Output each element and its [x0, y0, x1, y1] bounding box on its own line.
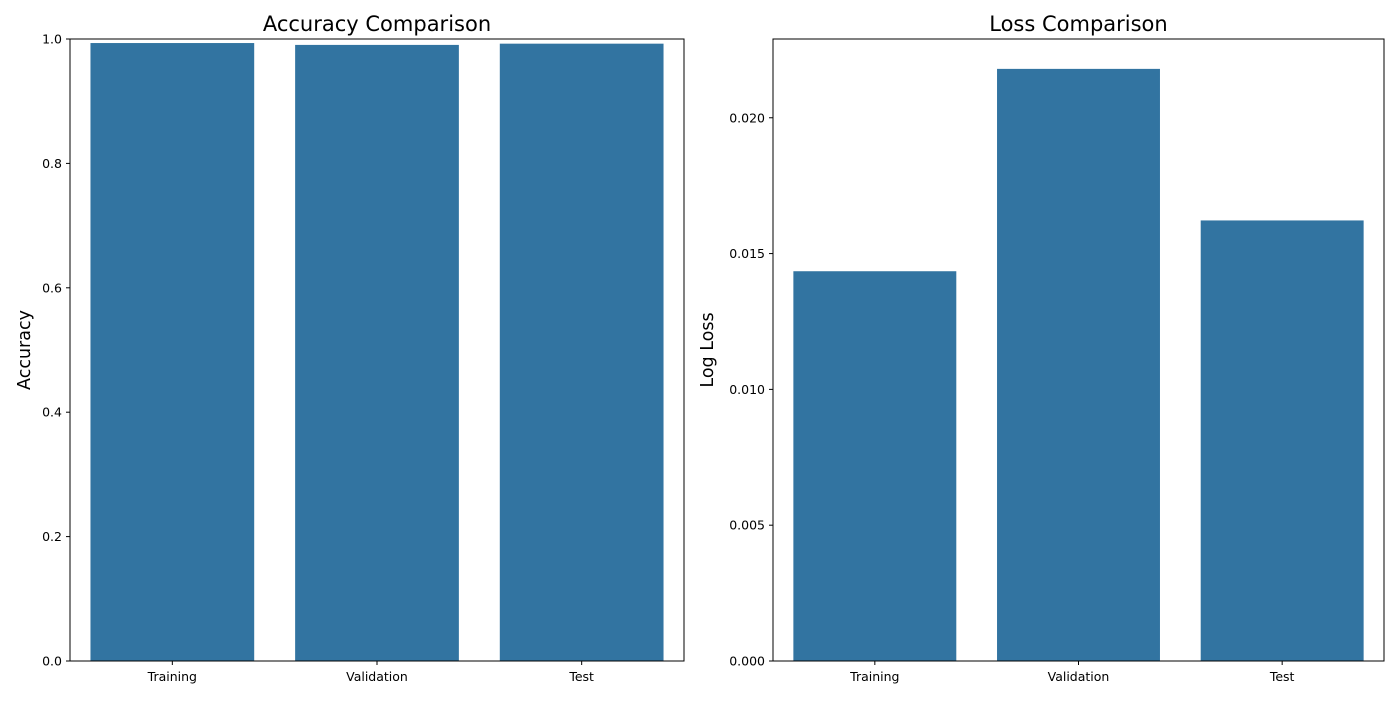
y-tick-label: 0.0 — [42, 654, 62, 669]
y-tick-label: 0.6 — [42, 280, 62, 295]
x-tick-label-validation: Validation — [1048, 669, 1110, 684]
y-tick-label: 0.4 — [42, 405, 62, 420]
bar-training — [90, 43, 255, 662]
x-tick-label-validation: Validation — [346, 669, 408, 684]
accuracy-chart-title: Accuracy Comparison — [263, 12, 491, 36]
x-tick-label-training: Training — [147, 669, 197, 684]
x-tick-label-training: Training — [849, 669, 899, 684]
loss-chart-title: Loss Comparison — [989, 12, 1167, 36]
y-tick-label: 0.010 — [729, 382, 765, 397]
y-tick-label: 0.005 — [729, 518, 765, 533]
y-tick-label: 0.2 — [42, 529, 62, 544]
x-tick-label-test: Test — [1269, 669, 1295, 684]
bar-test — [1200, 220, 1364, 661]
loss-chart: 0.000 0.005 0.010 0.015 0.020 Training Validat… — [698, 12, 1385, 684]
x-tick-label-test: Test — [568, 669, 594, 684]
loss-y-axis-label: Log Loss — [698, 312, 718, 387]
bar-test — [499, 43, 664, 662]
y-tick-label: 0.015 — [729, 246, 765, 261]
y-tick-label: 0.8 — [42, 156, 62, 171]
bar-validation — [295, 44, 459, 662]
accuracy-chart: 0.0 0.2 0.4 0.6 0.8 1.0 Training Validation Test… — [15, 12, 685, 684]
y-tick-label: 1.0 — [42, 32, 62, 47]
y-tick-label: 0.000 — [729, 654, 765, 669]
bar-validation — [997, 68, 1160, 661]
y-tick-label: 0.020 — [729, 110, 765, 125]
bar-training — [793, 271, 957, 661]
accuracy-y-axis-label: Accuracy — [15, 310, 35, 390]
